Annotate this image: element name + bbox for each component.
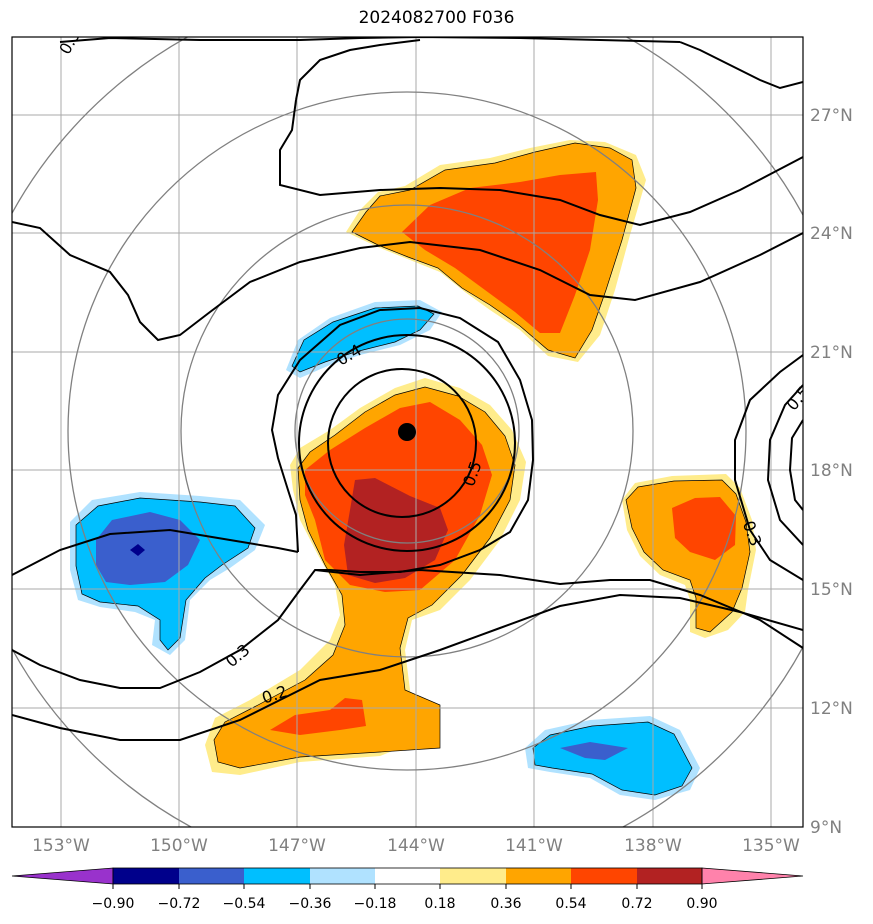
central-anomaly-darkred bbox=[344, 478, 448, 583]
contour-label: 0.3 bbox=[55, 26, 84, 58]
lon-label: 135°W bbox=[742, 836, 800, 856]
lat-label: 18°N bbox=[810, 461, 853, 481]
lon-label: 147°W bbox=[268, 836, 326, 856]
lat-label: 21°N bbox=[810, 343, 853, 363]
lat-label: 9°N bbox=[810, 818, 842, 838]
colorbar-tick-label: −0.72 bbox=[158, 896, 201, 912]
longitude-labels: 153°W 150°W 147°W 144°W 141°W 138°W 135°… bbox=[32, 836, 800, 856]
colorbar-segment bbox=[244, 868, 310, 884]
colorbar-tick-label: 0.72 bbox=[621, 896, 652, 912]
anomaly-outlines bbox=[75, 142, 751, 796]
graticule bbox=[12, 37, 803, 827]
lon-label: 138°W bbox=[624, 836, 682, 856]
colorbar-segment bbox=[179, 868, 244, 884]
north-anomaly-blue bbox=[292, 306, 434, 372]
colorbar-segment bbox=[571, 868, 637, 884]
colorbar-tick-label: 0.18 bbox=[424, 896, 455, 912]
lat-label: 12°N bbox=[810, 699, 853, 719]
latitude-labels: 27°N 24°N 21°N 18°N 15°N 12°N 9°N bbox=[810, 106, 853, 838]
colorbar-tick-label: 0.36 bbox=[490, 896, 521, 912]
colorbar-segment bbox=[375, 868, 440, 884]
colorbar-extend-low bbox=[11, 867, 114, 885]
southeast-anomaly-royal bbox=[560, 742, 628, 760]
positive-anomaly-fill bbox=[205, 140, 756, 775]
plot-frame bbox=[11, 36, 804, 828]
lon-label: 141°W bbox=[505, 836, 563, 856]
lat-label: 27°N bbox=[810, 106, 853, 126]
storm-center-marker bbox=[398, 423, 416, 441]
south-anomaly-red bbox=[270, 698, 366, 735]
colorbar-segment bbox=[113, 868, 179, 884]
colorbar-ticks bbox=[112, 884, 703, 889]
lon-label: 150°W bbox=[150, 836, 208, 856]
east-anomaly-red bbox=[672, 497, 736, 560]
lon-label: 153°W bbox=[32, 836, 90, 856]
colorbar-segment bbox=[310, 868, 375, 884]
colorbar-segment bbox=[637, 868, 702, 884]
colorbar: −0.90 −0.72 −0.54 −0.36 −0.18 0.18 0.36 … bbox=[11, 867, 804, 912]
colorbar-tick-label: 0.90 bbox=[686, 896, 717, 912]
colorbar-tick-label: −0.36 bbox=[289, 896, 332, 912]
colorbar-tick-label: 0.54 bbox=[555, 896, 586, 912]
lon-label: 144°W bbox=[387, 836, 445, 856]
map-title: 2024082700 F036 bbox=[358, 8, 515, 28]
colorbar-frame bbox=[112, 867, 703, 885]
range-rings bbox=[12, 37, 803, 827]
contour-label: 0.3 bbox=[222, 640, 254, 671]
colorbar-tick-label: −0.18 bbox=[354, 896, 397, 912]
ne-anomaly-red bbox=[402, 172, 598, 333]
colorbar-tick-label: −0.90 bbox=[92, 896, 135, 912]
colorbar-segment bbox=[506, 868, 571, 884]
colorbar-extend-high bbox=[701, 867, 804, 885]
southeast-anomaly-blue bbox=[533, 722, 692, 795]
colorbar-tick-label: −0.54 bbox=[223, 896, 266, 912]
west-anomaly-navy bbox=[130, 544, 145, 556]
contour-label: 0.5 bbox=[783, 382, 814, 414]
lat-label: 15°N bbox=[810, 580, 853, 600]
contour-lines bbox=[12, 37, 803, 741]
lat-label: 24°N bbox=[810, 224, 853, 244]
colorbar-segment bbox=[440, 868, 506, 884]
